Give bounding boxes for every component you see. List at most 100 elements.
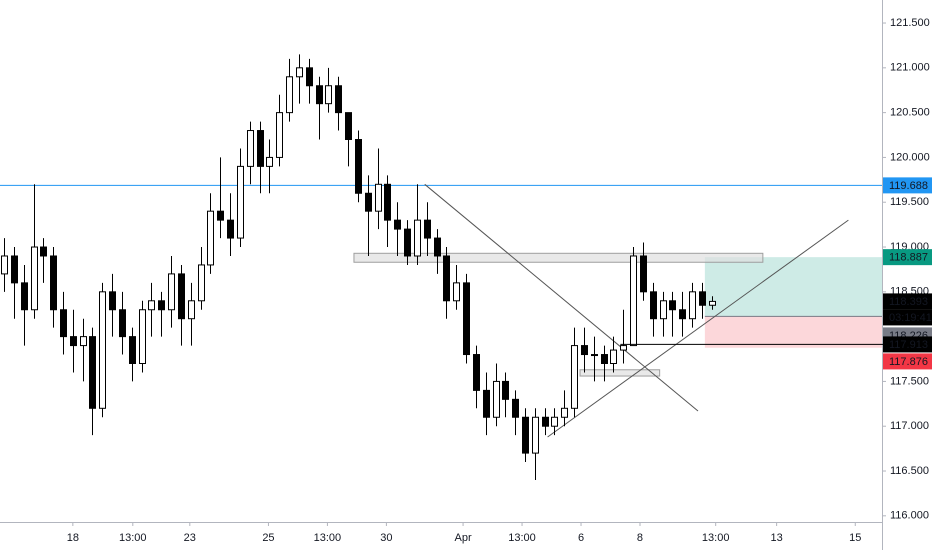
candle-body	[1, 255, 8, 275]
candle-body	[493, 380, 500, 418]
x-tick-label: 25	[262, 532, 274, 544]
candle-body	[247, 130, 254, 167]
candle-body	[581, 345, 588, 356]
candle-body	[188, 300, 195, 320]
candle-body	[453, 282, 460, 302]
price-line-label: 119.688	[889, 180, 928, 192]
x-tick-label: 18	[67, 532, 79, 544]
candle-body	[679, 309, 686, 320]
candle-body	[630, 255, 637, 347]
candle-body	[129, 336, 136, 365]
candle-body	[375, 183, 382, 212]
candle-body	[384, 183, 391, 221]
candle-body	[699, 291, 706, 306]
trend-line	[547, 219, 849, 438]
candle-body	[709, 300, 716, 306]
candle-body	[296, 67, 303, 78]
candle-body	[286, 76, 293, 114]
stop-zone	[704, 316, 882, 348]
candle-body	[99, 291, 106, 409]
candle-body	[11, 255, 18, 284]
candle-body	[168, 273, 175, 311]
candle-body	[158, 300, 165, 311]
target-label: 118.887	[889, 252, 928, 264]
candle-body	[139, 309, 146, 365]
countdown-label: 03:19:41	[889, 312, 932, 324]
candle-body	[198, 264, 205, 302]
candle-body	[89, 336, 96, 409]
candle-body	[443, 255, 450, 302]
level-label-bg	[883, 336, 932, 353]
y-tick-label: 117.000	[890, 420, 929, 432]
candle-body	[227, 219, 234, 239]
y-tick-label: 117.500	[890, 375, 929, 387]
candle-body	[571, 345, 578, 409]
candle-body	[591, 354, 598, 357]
candle-body	[207, 210, 214, 266]
y-tick-label: 116.000	[890, 510, 929, 522]
candle-body	[40, 246, 47, 257]
candle-body	[70, 336, 77, 347]
x-tick-label: 6	[578, 532, 584, 544]
zone	[579, 369, 661, 377]
candle-body	[217, 210, 224, 221]
candle-body	[148, 300, 155, 311]
candle-body	[394, 219, 401, 230]
candle-body	[325, 85, 332, 105]
y-tick-label: 121.500	[890, 17, 930, 29]
x-tick-label: 15	[849, 532, 861, 544]
candle-body	[355, 139, 362, 194]
candle-body	[532, 416, 539, 454]
candle-body	[80, 336, 87, 347]
candle-body	[463, 282, 470, 356]
y-tick-label: 120.500	[890, 107, 930, 119]
candle-body	[257, 130, 264, 167]
candle-body	[660, 300, 667, 320]
candle-body	[689, 291, 696, 320]
candle-body	[31, 246, 38, 311]
candle-body	[522, 416, 529, 454]
stop-label-bg	[883, 353, 932, 370]
x-tick-label: 13:00	[314, 532, 342, 544]
candle-body	[473, 354, 480, 391]
candle-body	[21, 282, 28, 311]
candle-body	[512, 398, 519, 418]
candle-body	[640, 255, 647, 293]
x-tick-label: 13:00	[702, 532, 730, 544]
candle-body	[60, 309, 67, 338]
candle-body	[266, 156, 273, 167]
x-tick-label: 8	[637, 532, 643, 544]
target-label-bg	[883, 249, 932, 266]
candle-body	[551, 416, 558, 427]
x-tick-label: 30	[380, 532, 392, 544]
candle-body	[316, 85, 323, 105]
plot	[0, 54, 882, 480]
x-tick-label: 23	[184, 532, 196, 544]
candle-body	[601, 354, 608, 365]
zone	[353, 252, 764, 263]
candle-body	[335, 85, 342, 114]
x-tick-label: Apr	[455, 532, 472, 544]
candle-body	[276, 112, 283, 158]
y-tick-label: 121.000	[890, 62, 930, 74]
candle-body	[434, 237, 441, 257]
x-tick-label: 13:00	[119, 532, 147, 544]
y-tick-label: 119.500	[890, 196, 929, 208]
candle-body	[404, 228, 411, 257]
candle-body	[414, 219, 421, 257]
candle-body	[50, 255, 57, 311]
level-label: 117.913	[889, 339, 928, 351]
x-tick-label: 13	[771, 532, 783, 544]
candle-body	[109, 291, 116, 311]
candle-body	[483, 389, 490, 418]
candle-body	[542, 416, 549, 427]
candle-body	[178, 273, 185, 320]
y-tick-label: 116.500	[890, 465, 929, 477]
last-price-label-bg	[883, 293, 932, 310]
candle-body	[561, 407, 568, 418]
candle-body	[237, 165, 244, 239]
candle-body	[610, 349, 617, 365]
candle-body	[620, 345, 627, 351]
last-price-label: 118.393	[889, 296, 928, 308]
